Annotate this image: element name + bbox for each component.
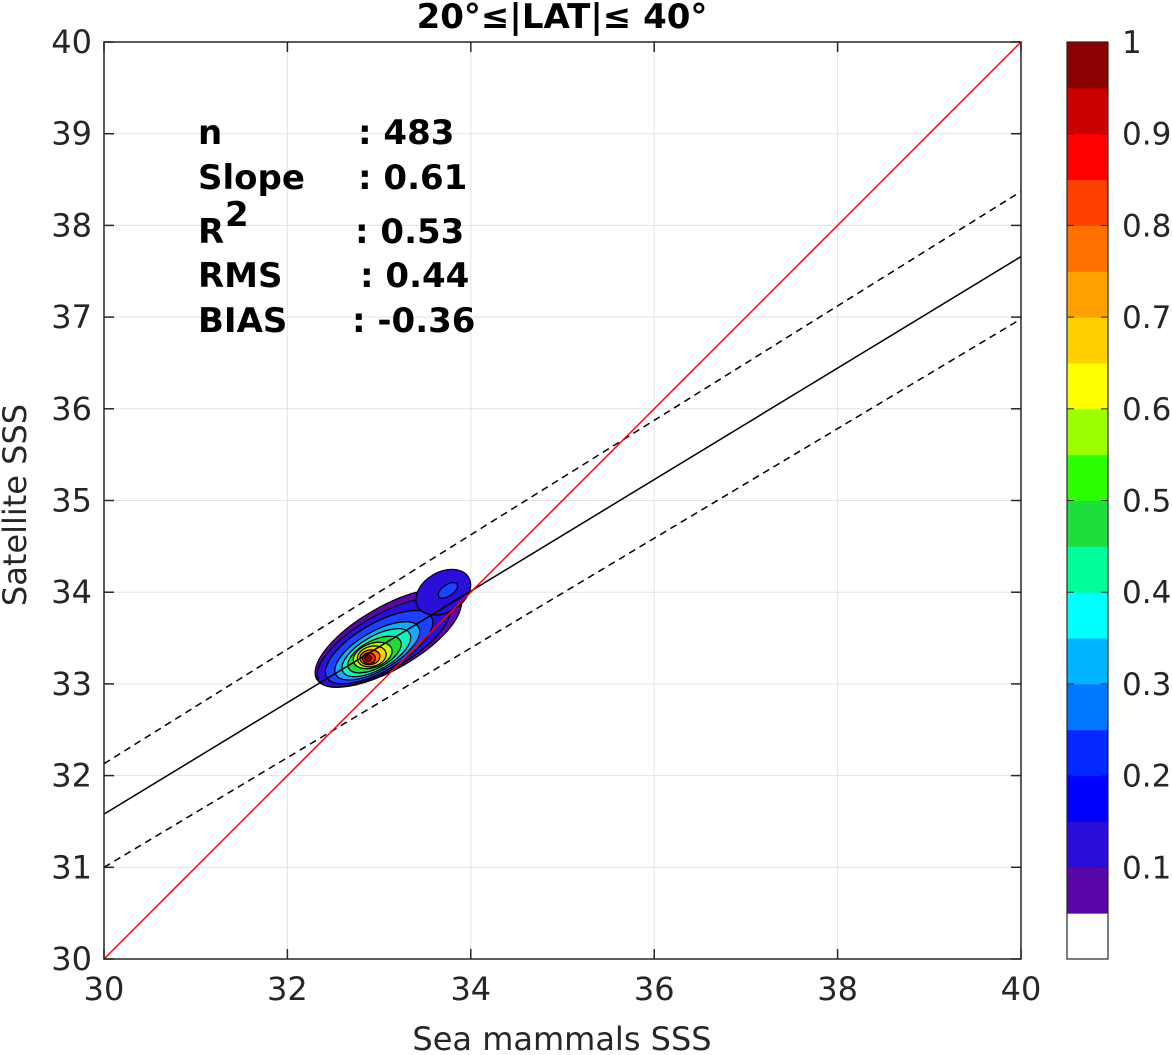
y-tick-label: 39 xyxy=(51,115,92,153)
colorbar-segment xyxy=(1067,500,1108,547)
colorbar-segment xyxy=(1067,271,1108,318)
x-axis-label: Sea mammals SSS xyxy=(412,1020,711,1055)
y-tick-label: 30 xyxy=(51,940,92,978)
colorbar-segment xyxy=(1067,546,1108,593)
colorbar-segment xyxy=(1067,317,1108,364)
colorbar-tick-label: 0.5 xyxy=(1122,484,1171,520)
identity-line xyxy=(104,42,1021,959)
y-tick-label: 38 xyxy=(51,206,92,244)
x-tick-label: 38 xyxy=(817,970,858,1008)
stat-superscript: 2 xyxy=(225,195,249,235)
y-tick-label: 36 xyxy=(51,390,92,428)
colorbar-tick-label: 0.8 xyxy=(1122,208,1171,244)
chart-title: 20°≤|LAT|≤ 40° xyxy=(417,0,708,37)
stat-value-bias: : -0.36 xyxy=(352,301,475,341)
colorbar-tick-label: 0.3 xyxy=(1122,667,1171,703)
colorbar-segment xyxy=(1067,638,1108,685)
ticks: 30 32 34 36 38 40 30 31 32 33 34 35 36 37 38 39 40 xyxy=(51,23,1041,1008)
colorbar-segment xyxy=(1067,87,1108,135)
colorbar: 0.1 0.2 0.3 0.4 0.5 0.6 0.7 0.8 0.9 1 xyxy=(1066,25,1171,960)
colorbar-segment xyxy=(1067,408,1108,456)
colorbar-segment xyxy=(1067,592,1108,639)
y-tick-label: 34 xyxy=(51,573,92,611)
y-tick-label: 35 xyxy=(51,482,92,520)
x-tick-label: 40 xyxy=(1001,970,1042,1008)
colorbar-segment xyxy=(1067,179,1108,226)
colorbar-segment xyxy=(1067,683,1108,731)
y-axis-label: Satellite SSS xyxy=(0,404,34,606)
stat-name-n: n xyxy=(198,113,222,153)
reference-lines xyxy=(104,42,1021,959)
y-tick-label: 32 xyxy=(51,757,92,795)
stat-name-bias: BIAS xyxy=(198,301,287,341)
x-tick-label: 30 xyxy=(84,970,125,1008)
colorbar-segment xyxy=(1067,133,1108,181)
colorbar-segment xyxy=(1067,729,1108,777)
colorbar-tick-label: 0.2 xyxy=(1122,759,1171,795)
stat-value-rms: : 0.44 xyxy=(360,256,469,296)
stat-value-r: : 0.53 xyxy=(355,212,464,252)
colorbar-tick-label: 0.9 xyxy=(1122,117,1171,153)
colorbar-segment xyxy=(1067,225,1108,272)
x-tick-label: 32 xyxy=(267,970,308,1008)
plot-area: 30 32 34 36 38 40 30 31 32 33 34 35 36 37 38 39 40 n : 483… xyxy=(51,23,1041,1008)
stat-value-n: : 483 xyxy=(358,113,454,153)
lower-bound-line xyxy=(104,318,1021,868)
stats-annotation: n : 483 Slope : 0.61 R 2 : 0.53 RMS : 0.44 BIAS : … xyxy=(198,113,475,341)
x-tick-label: 34 xyxy=(450,970,491,1008)
contour-level-1 xyxy=(364,654,372,663)
colorbar-tick-label: 0.1 xyxy=(1122,850,1171,886)
stat-name-rms: RMS xyxy=(198,256,283,296)
colorbar-segment xyxy=(1067,454,1108,501)
colorbar-segment xyxy=(1067,362,1108,410)
colorbar-tick-label: 1 xyxy=(1122,25,1142,61)
stat-name-slope: Slope xyxy=(198,158,305,198)
grid xyxy=(103,41,1022,960)
upper-bound-line xyxy=(104,190,1021,765)
y-tick-label: 31 xyxy=(51,848,92,886)
colorbar-tick-label: 0.6 xyxy=(1122,392,1171,428)
y-tick-label: 33 xyxy=(51,665,92,703)
y-tick-label: 37 xyxy=(51,298,92,336)
x-tick-label: 36 xyxy=(634,970,675,1008)
colorbar-segment xyxy=(1067,821,1108,868)
stat-name-r: R xyxy=(198,212,224,252)
colorbar-tick-label: 0.4 xyxy=(1122,575,1171,611)
colorbar-segment xyxy=(1067,42,1108,89)
regression-line xyxy=(104,255,1021,815)
colorbar-segment xyxy=(1067,913,1108,960)
colorbar-tick-label: 0.7 xyxy=(1122,300,1171,336)
stat-value-slope: : 0.61 xyxy=(358,158,467,198)
contour-secondary-inner xyxy=(437,582,458,599)
colorbar-segment xyxy=(1067,775,1108,822)
colorbar-segment xyxy=(1067,867,1108,914)
y-tick-label: 40 xyxy=(51,23,92,61)
